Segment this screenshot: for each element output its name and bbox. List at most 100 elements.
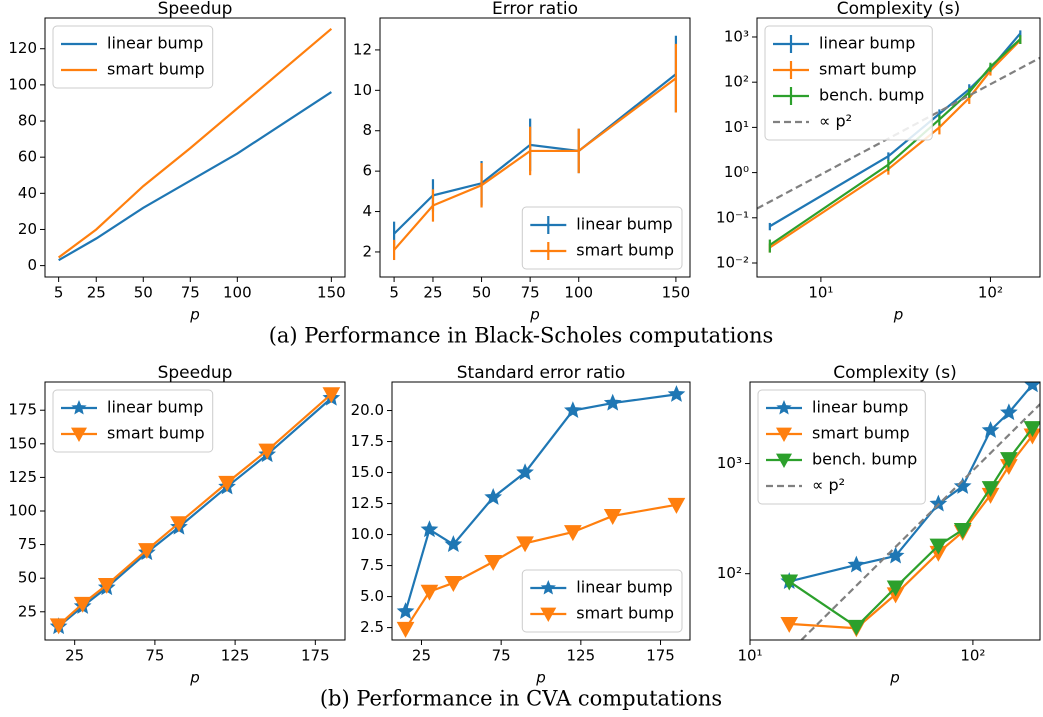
y-tick-label: 10 bbox=[353, 81, 372, 99]
y-tick-label: 150 bbox=[8, 434, 37, 452]
legend-box bbox=[52, 25, 214, 89]
marker bbox=[886, 580, 905, 597]
marker bbox=[1023, 421, 1040, 438]
y-tick-label: 20 bbox=[18, 220, 37, 238]
frame bbox=[44, 17, 346, 278]
x-tick-label: 50 bbox=[472, 284, 491, 302]
x-axis-label: p bbox=[889, 669, 900, 687]
marker bbox=[516, 536, 534, 553]
series-line bbox=[769, 38, 1022, 246]
legend-box bbox=[521, 569, 683, 633]
chart-title: Speedup bbox=[158, 0, 233, 19]
frame bbox=[749, 381, 1041, 641]
marker bbox=[484, 554, 503, 571]
axes: Complexity (s) p 10¹ 10² 10⁻² 10⁻¹ 10⁰ 10¹ 10² 10… bbox=[716, 0, 1041, 324]
x-axis-label: p bbox=[529, 306, 540, 324]
y-tick-label: 60 bbox=[18, 148, 37, 166]
marker bbox=[953, 477, 972, 494]
x-tick-label: 50 bbox=[134, 284, 153, 302]
axes: Standard error ratio p 25 75 125 175 2.5 5.0 7.5… bbox=[351, 363, 691, 687]
chart-title: Speedup bbox=[158, 363, 233, 383]
marker bbox=[1023, 382, 1040, 393]
y-tick-label: 2 bbox=[362, 242, 372, 260]
y-tick-label: 15.0 bbox=[351, 463, 384, 481]
legend-label: linear bump bbox=[812, 398, 908, 417]
legend-box bbox=[764, 25, 933, 141]
marker bbox=[49, 618, 68, 635]
x-tick-label: 125 bbox=[567, 647, 596, 665]
frame bbox=[44, 381, 346, 641]
x-axis-label: p bbox=[893, 306, 904, 324]
y-tick-label: 10³ bbox=[717, 454, 742, 472]
series-line bbox=[58, 91, 332, 262]
caption: (b) Performance in CVA computations bbox=[320, 687, 722, 711]
y-tick-label: 12.5 bbox=[351, 494, 384, 512]
marker bbox=[97, 578, 116, 594]
x-tick-label: 75 bbox=[181, 284, 200, 302]
y-tick-label: 10.0 bbox=[351, 525, 384, 543]
legend-label: smart bump bbox=[107, 60, 205, 79]
marker bbox=[847, 619, 866, 636]
y-tick-label: 2.5 bbox=[360, 618, 384, 636]
marker bbox=[258, 443, 277, 460]
marker bbox=[667, 385, 686, 402]
x-tick-label: 75 bbox=[145, 647, 164, 665]
marker bbox=[420, 584, 439, 601]
plot-area bbox=[392, 35, 678, 261]
frame bbox=[379, 17, 691, 278]
legend-label: linear bump bbox=[576, 578, 672, 597]
legend-swatch bbox=[71, 400, 87, 415]
x-tick-label: 125 bbox=[221, 647, 250, 665]
plot-area bbox=[780, 382, 1040, 640]
legend-label: linear bump bbox=[819, 34, 915, 53]
legend-swatch bbox=[776, 427, 792, 442]
y-tick-label: 10⁻¹ bbox=[716, 208, 749, 226]
x-tick-label: 175 bbox=[301, 647, 330, 665]
axes: Complexity (s) p 10¹ 10² 10² 10³ linear bump sm… bbox=[717, 363, 1041, 687]
legend-label: ∝ p² bbox=[819, 112, 852, 131]
marker bbox=[953, 522, 972, 539]
legend: linear bump smart bump bench. bump ∝ p² bbox=[764, 25, 933, 141]
plot-area bbox=[57, 28, 333, 262]
y-tick-label: 50 bbox=[18, 569, 37, 587]
legend: linear bump smart bump bbox=[52, 389, 214, 453]
marker bbox=[847, 555, 866, 573]
legend-label: smart bump bbox=[812, 424, 910, 443]
marker bbox=[780, 617, 799, 633]
x-tick-label: 10² bbox=[960, 647, 985, 665]
series-line bbox=[769, 39, 1022, 249]
y-tick-label: 75 bbox=[18, 535, 37, 553]
series-line bbox=[393, 77, 677, 251]
plot-area bbox=[49, 387, 341, 635]
y-tick-label: 6 bbox=[362, 162, 372, 180]
legend-swatch bbox=[776, 453, 792, 468]
y-tick-label: 10² bbox=[717, 564, 742, 582]
marker bbox=[420, 520, 439, 538]
y-tick-label: 8 bbox=[362, 121, 372, 139]
marker bbox=[780, 574, 799, 591]
caption: (a) Performance in Black-Scholes computa… bbox=[269, 324, 774, 348]
chart-title: Standard error ratio bbox=[457, 363, 626, 383]
x-tick-label: 150 bbox=[317, 284, 346, 302]
marker bbox=[138, 543, 156, 559]
marker bbox=[444, 535, 463, 553]
legend-label: smart bump bbox=[576, 241, 674, 260]
y-tick-label: 10⁻² bbox=[716, 253, 749, 271]
x-tick-label: 10² bbox=[978, 284, 1003, 302]
y-tick-label: 20.0 bbox=[351, 401, 384, 419]
marker bbox=[564, 401, 582, 419]
marker bbox=[322, 387, 341, 404]
plot-area bbox=[396, 385, 686, 638]
axes: Speedup p 5 25 50 75 100 150 0 20 40 60 80 100 120 line… bbox=[8, 0, 345, 324]
x-tick-label: 10¹ bbox=[737, 647, 762, 665]
y-tick-label: 4 bbox=[362, 202, 372, 220]
y-tick-label: 40 bbox=[18, 184, 37, 202]
marker bbox=[396, 621, 415, 638]
x-tick-label: 75 bbox=[521, 284, 540, 302]
legend: linear bump smart bump bbox=[521, 569, 683, 633]
x-axis-label: p bbox=[535, 669, 546, 687]
marker bbox=[170, 516, 188, 533]
marker bbox=[484, 488, 503, 505]
marker bbox=[516, 463, 534, 481]
